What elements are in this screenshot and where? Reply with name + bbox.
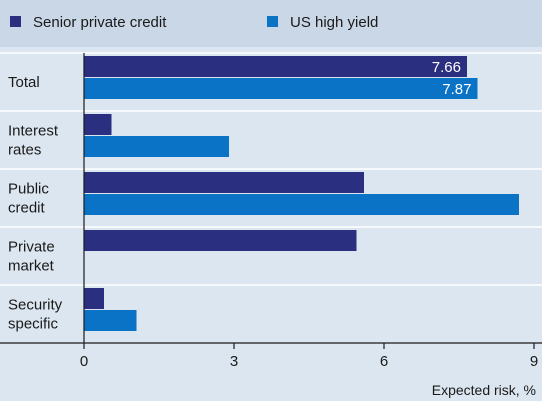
x-tick-label-0: 0 — [80, 353, 88, 370]
category-rows: Total Interest rates Public credit Private mar… — [0, 52, 542, 333]
category-label-private-market: Private market — [8, 239, 55, 275]
category-label-security-specific: Security specific — [8, 297, 63, 333]
x-axis-label: Expected risk, % — [432, 382, 536, 398]
bar-senior-private-credit-security-specific — [84, 288, 104, 309]
bar-us-high-yield-security-specific — [84, 310, 137, 331]
category-label-total: Total — [8, 74, 40, 91]
legend-swatch-senior-private-credit — [10, 16, 21, 27]
bar-us-high-yield-total — [84, 78, 478, 99]
category-label-interest-rates: Interest rates — [8, 123, 59, 159]
bar-senior-private-credit-private-market — [84, 230, 357, 251]
x-tick-label-9: 9 — [530, 353, 538, 370]
bar-us-high-yield-public-credit — [84, 194, 519, 215]
x-tick-label-3: 3 — [230, 353, 238, 370]
legend-swatch-us-high-yield — [267, 16, 278, 27]
bar-senior-private-credit-total — [84, 56, 467, 77]
category-label-public-credit: Public credit — [8, 181, 49, 217]
x-tick-label-6: 6 — [380, 353, 388, 370]
bar-senior-private-credit-public-credit — [84, 172, 364, 193]
bar-senior-private-credit-interest-rates — [84, 114, 112, 135]
bar-us-high-yield-interest-rates — [84, 136, 229, 157]
legend-label-senior-private-credit: Senior private credit — [33, 14, 167, 31]
data-label-senior-private-credit-total: 7.66 — [432, 59, 461, 76]
legend-label-us-high-yield: US high yield — [290, 14, 378, 31]
legend: Senior private credit US high yield — [10, 14, 378, 31]
data-label-us-high-yield-total: 7.87 — [442, 81, 471, 98]
x-axis: 0 3 6 9 Expected risk, % — [0, 53, 542, 398]
bars: 7.66 7.87 — [84, 56, 519, 331]
